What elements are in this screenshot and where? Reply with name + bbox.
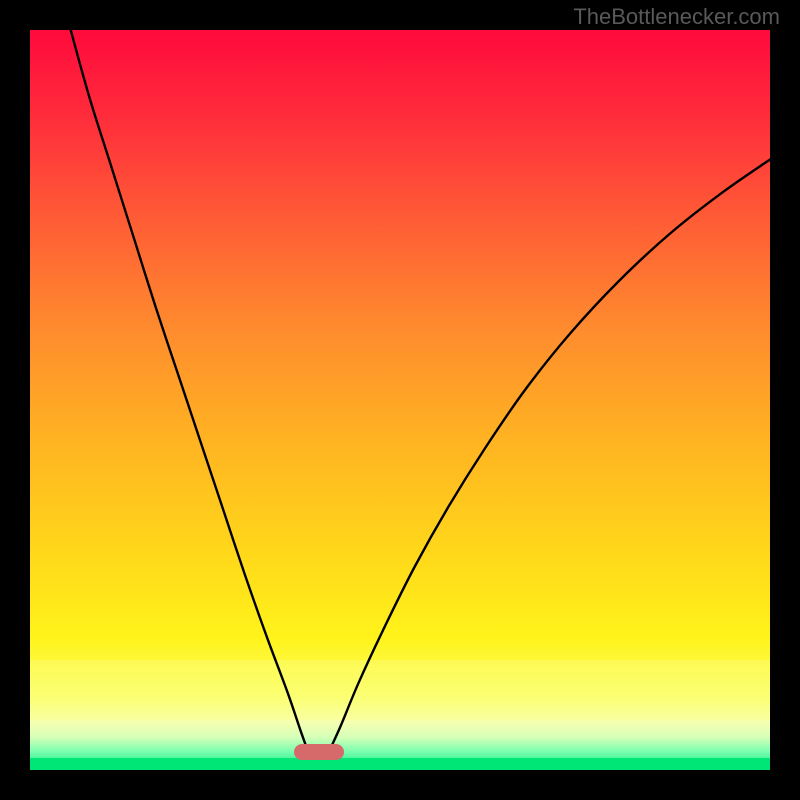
current-config-marker <box>294 744 344 760</box>
watermark-text: TheBottlenecker.com <box>573 4 780 30</box>
bottleneck-chart: TheBottlenecker.com <box>0 0 800 800</box>
bottleneck-curve-svg <box>0 0 800 800</box>
bottleneck-curve-path <box>71 30 770 750</box>
